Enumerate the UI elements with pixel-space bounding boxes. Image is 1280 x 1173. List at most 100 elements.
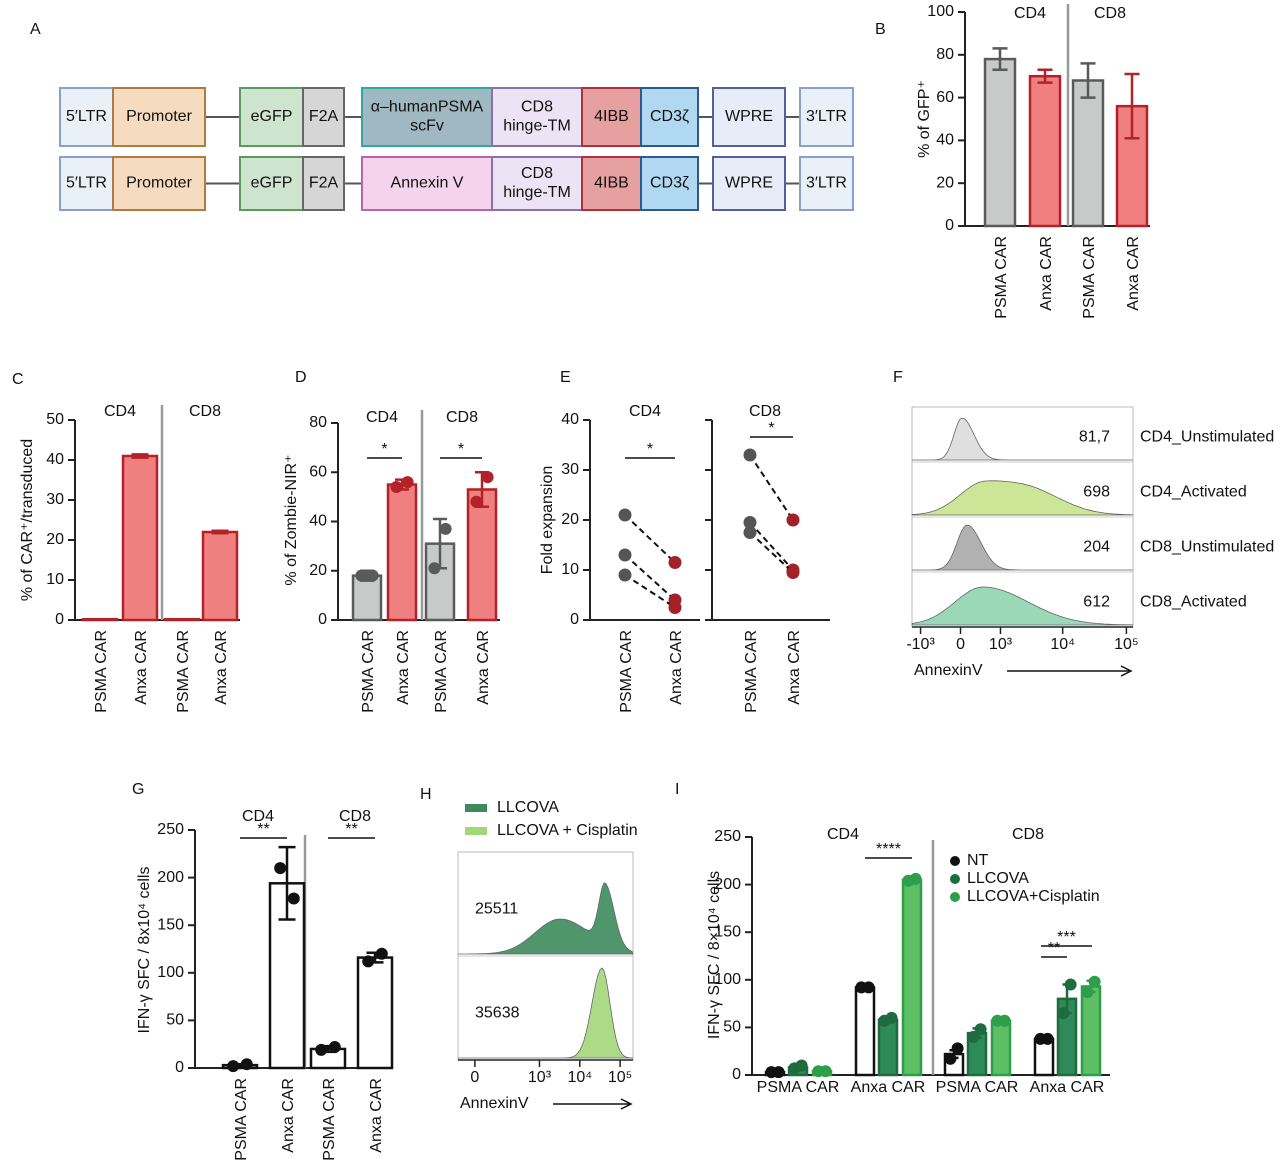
histogram-curve bbox=[458, 882, 634, 955]
data-point bbox=[743, 516, 757, 529]
mfi-label: 204 bbox=[1083, 538, 1110, 555]
construct-box bbox=[302, 87, 345, 147]
panel-label: B bbox=[875, 21, 886, 38]
data-point bbox=[355, 569, 368, 582]
significance-label: ** bbox=[345, 821, 357, 838]
x-tick-label: 0 bbox=[470, 1069, 479, 1086]
construct-label: scFv bbox=[410, 118, 444, 135]
construct-label: CD3ζ bbox=[650, 175, 689, 192]
group-label: CD4 bbox=[242, 808, 274, 825]
x-tick-label: PSMA CAR bbox=[1081, 236, 1098, 319]
data-point bbox=[328, 1041, 341, 1054]
bar bbox=[990, 1019, 1012, 1077]
x-tick-label: Anxa CAR bbox=[1125, 236, 1142, 311]
bar bbox=[1080, 985, 1102, 1077]
construct-box bbox=[239, 156, 304, 211]
row-name: CD4_Activated bbox=[1140, 483, 1247, 500]
legend-label: LLCOVA bbox=[967, 870, 1029, 887]
error-bar bbox=[131, 453, 149, 459]
y-tick-label: 10 bbox=[46, 571, 64, 588]
data-point bbox=[618, 548, 632, 562]
construct-label: 5′LTR bbox=[66, 108, 107, 125]
x-tick-label: PSMA CAR bbox=[233, 1078, 250, 1161]
construct-box bbox=[491, 87, 583, 147]
construct-label: WPRE bbox=[725, 175, 773, 192]
construct-label: F2A bbox=[309, 108, 339, 125]
significance-label: **** bbox=[876, 841, 901, 858]
y-tick-label: 0 bbox=[732, 1066, 741, 1083]
group-label: CD4 bbox=[1014, 5, 1046, 22]
group-label: CD8 bbox=[1012, 826, 1044, 843]
x-tick-label: 10³ bbox=[528, 1069, 552, 1086]
data-point bbox=[428, 562, 441, 575]
construct-label: WPRE bbox=[725, 108, 773, 125]
data-point bbox=[390, 481, 403, 494]
y-tick-label: 40 bbox=[936, 132, 954, 149]
group-label: CD8 bbox=[1094, 5, 1126, 22]
bar bbox=[466, 488, 498, 622]
bar bbox=[983, 57, 1017, 228]
data-point bbox=[786, 513, 800, 527]
data-point bbox=[227, 1060, 240, 1073]
data-point bbox=[668, 601, 682, 614]
x-tick-label: Anxa CAR bbox=[1038, 236, 1055, 311]
construct-label: 3′LTR bbox=[806, 108, 847, 125]
group-label: CD4 bbox=[104, 403, 136, 420]
data-point bbox=[274, 862, 287, 875]
panel-label: G bbox=[132, 781, 144, 798]
legend-label: NT bbox=[967, 852, 989, 869]
data-point bbox=[375, 947, 388, 960]
y-tick-label: 40 bbox=[309, 513, 327, 530]
x-tick-label: Anxa CAR bbox=[475, 630, 492, 705]
bar bbox=[1033, 1037, 1055, 1077]
panel-label: A bbox=[30, 21, 41, 38]
y-tick-label: 20 bbox=[46, 531, 64, 548]
construct-label: Promoter bbox=[126, 175, 192, 192]
pair-line bbox=[749, 531, 794, 574]
y-tick-label: 0 bbox=[945, 217, 954, 234]
construct-label: 5′LTR bbox=[66, 175, 107, 192]
panel-label: D bbox=[295, 369, 307, 386]
panel-label: E bbox=[560, 369, 571, 386]
x-tick-label: Anxa CAR bbox=[133, 630, 150, 705]
bar bbox=[81, 617, 119, 622]
y-axis-label: IFN-γ SFC / 8×10⁴ cells bbox=[706, 871, 723, 1039]
significance-label: *** bbox=[1057, 929, 1076, 946]
pair-line bbox=[749, 521, 794, 571]
bar bbox=[201, 530, 239, 622]
construct-label: Annexin V bbox=[391, 175, 464, 192]
y-tick-label: 100 bbox=[927, 3, 954, 20]
pair-line bbox=[624, 514, 676, 564]
y-tick-label: 50 bbox=[723, 1019, 741, 1036]
x-tick-label: Anxa CAR bbox=[280, 1078, 297, 1153]
x-tick-label: 10⁵ bbox=[1114, 636, 1138, 653]
x-axis-label: AnnexinV bbox=[914, 662, 983, 679]
bar bbox=[1071, 79, 1105, 228]
y-tick-label: 0 bbox=[55, 611, 64, 628]
error-bar bbox=[278, 845, 296, 921]
histogram-curve bbox=[911, 480, 1134, 516]
bar bbox=[901, 878, 923, 1077]
data-point bbox=[470, 495, 483, 508]
group-label: CD4 bbox=[827, 826, 859, 843]
construct-label: 4IBB bbox=[594, 175, 629, 192]
pair-line bbox=[749, 454, 794, 521]
row-name: CD4_Unstimulated bbox=[1140, 428, 1274, 445]
significance-label: ** bbox=[1048, 940, 1060, 957]
construct-box bbox=[799, 156, 854, 211]
x-tick-label: 0 bbox=[956, 636, 965, 653]
y-tick-label: 100 bbox=[714, 971, 741, 988]
y-tick-label: 0 bbox=[318, 611, 327, 628]
axis-arrowhead bbox=[620, 1098, 633, 1110]
legend-label: LLCOVA + Cisplatin bbox=[497, 822, 638, 839]
error-bar bbox=[1037, 68, 1053, 84]
legend-marker bbox=[950, 874, 960, 884]
y-tick-label: 250 bbox=[157, 821, 184, 838]
significance-label: * bbox=[768, 420, 774, 437]
x-tick-label: Anxa CAR bbox=[395, 630, 412, 705]
data-point bbox=[909, 872, 922, 885]
legend-marker bbox=[950, 856, 960, 866]
y-tick-label: 100 bbox=[157, 964, 184, 981]
x-tick-label: PSMA CAR bbox=[360, 630, 377, 713]
